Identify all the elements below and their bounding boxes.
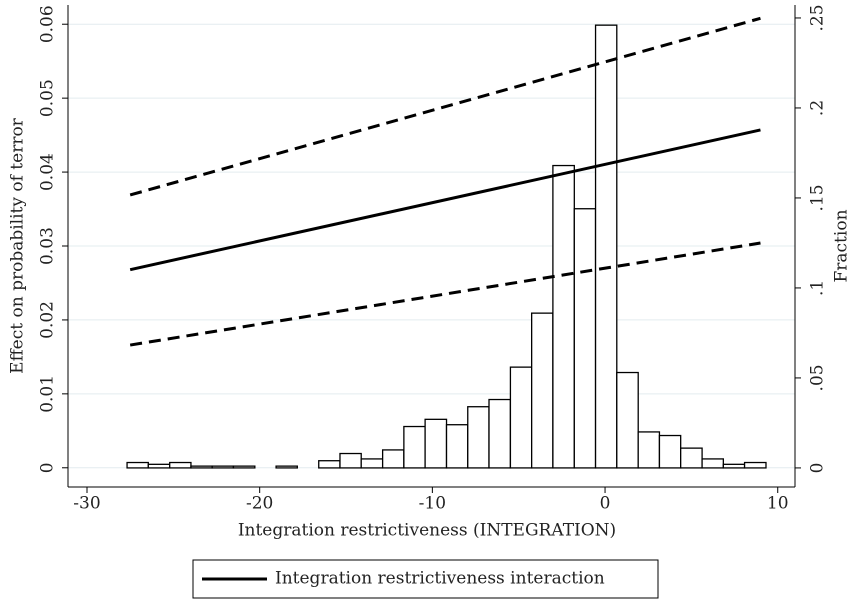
y2-tick-label: .2	[808, 100, 828, 116]
y-tick-label: 0.03	[38, 227, 58, 265]
y-tick-label: 0.04	[38, 153, 58, 191]
histogram-bar	[531, 312, 554, 469]
histogram-bar	[445, 424, 469, 469]
histogram-bar	[680, 447, 703, 469]
x-tick-label: 0	[600, 494, 611, 514]
y-tick-label: 0.06	[38, 5, 58, 43]
histogram-bar	[424, 418, 448, 469]
histogram-bar	[147, 463, 171, 469]
histogram-bar	[722, 463, 746, 469]
upper-bound-line	[129, 16, 761, 197]
histogram-bar	[211, 465, 235, 469]
histogram-bar	[169, 461, 192, 469]
histogram-bar	[616, 371, 639, 469]
x-tick-label: -10	[419, 494, 446, 514]
histogram-bar	[594, 24, 618, 469]
legend-box	[192, 559, 659, 599]
histogram-bar	[190, 465, 213, 469]
histogram-bar	[232, 465, 256, 469]
histogram-bar	[658, 434, 682, 469]
histogram-bar	[467, 406, 490, 469]
x-tick-label: -20	[246, 494, 273, 514]
histogram-bar	[381, 449, 405, 469]
histogram-bar	[339, 452, 362, 469]
histogram-bar	[403, 425, 426, 469]
y2-tick-label: .25	[808, 4, 828, 31]
y-axis-label: Effect on probability of terror	[8, 117, 28, 373]
y2-axis-label: Fraction	[832, 209, 852, 282]
histogram-bar	[318, 460, 341, 469]
lower-bound-line	[129, 241, 761, 347]
y2-tick-label: .15	[808, 184, 828, 211]
y2-tick-label: 0	[808, 463, 828, 474]
histogram-bar	[701, 458, 724, 469]
x-tick-label: -30	[73, 494, 100, 514]
y-tick-label: 0.05	[38, 79, 58, 117]
effect-line	[129, 128, 761, 272]
histogram-bar	[488, 398, 512, 469]
y-tick-label: 0	[38, 462, 58, 473]
histogram-bar	[637, 431, 661, 469]
x-axis-label: Integration restrictiveness (INTEGRATION…	[238, 521, 616, 541]
y2-tick-label: .05	[808, 364, 828, 391]
histogram-bar	[126, 461, 149, 469]
histogram-bar	[360, 458, 384, 469]
histogram-bar	[275, 465, 298, 469]
histogram-bar	[509, 366, 533, 469]
y-tick-label: 0.02	[38, 301, 58, 339]
y-tick-label: 0.01	[38, 375, 58, 413]
histogram-bar	[552, 164, 575, 469]
x-tick-label: 10	[767, 494, 789, 514]
y2-tick-label: .1	[808, 280, 828, 296]
histogram-bar	[743, 461, 767, 469]
histogram-bar	[573, 208, 597, 469]
legend-label: Integration restrictiveness interaction	[275, 569, 605, 589]
